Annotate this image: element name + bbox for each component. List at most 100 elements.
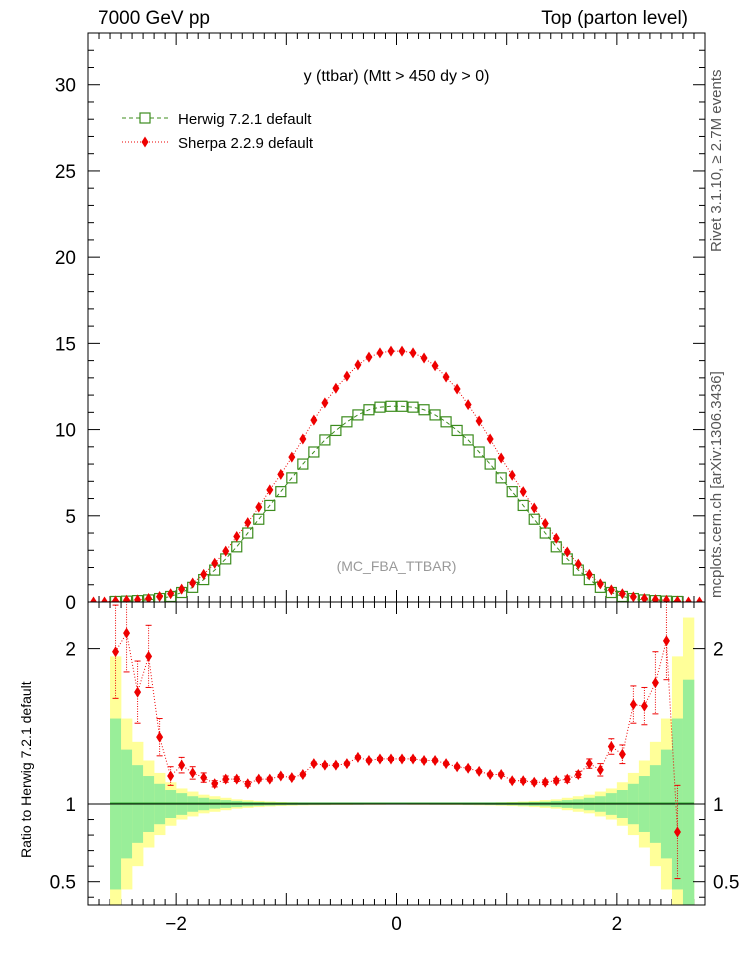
x-tick-label: 0 bbox=[391, 914, 402, 935]
sherpa-ratio-point bbox=[607, 741, 615, 753]
sherpa-ratio-point bbox=[541, 776, 549, 788]
sherpa-ratio-point bbox=[530, 776, 538, 788]
sherpa-point bbox=[332, 382, 340, 394]
main-y-tick-label: 20 bbox=[55, 248, 76, 269]
herwig-point bbox=[462, 434, 474, 446]
sherpa-point bbox=[673, 595, 681, 602]
sherpa-point bbox=[387, 345, 395, 357]
sherpa-ratio-point bbox=[464, 762, 472, 774]
sherpa-ratio-point bbox=[266, 773, 274, 785]
sherpa-point bbox=[343, 370, 351, 382]
ratio-y-tick-label-right: 0.5 bbox=[713, 873, 739, 894]
sherpa-ratio-point bbox=[552, 775, 560, 787]
sherpa-ratio-point bbox=[200, 772, 208, 784]
sherpa-ratio-point bbox=[563, 773, 571, 785]
sherpa-ratio-point bbox=[618, 748, 626, 760]
sherpa-ratio-point bbox=[629, 699, 637, 711]
legend-herwig-marker bbox=[139, 112, 151, 124]
sherpa-point bbox=[376, 347, 384, 359]
sherpa-point bbox=[552, 532, 560, 544]
sherpa-point bbox=[365, 351, 373, 363]
ratio-y-tick-label-left: 0.5 bbox=[50, 873, 76, 894]
sherpa-point bbox=[662, 594, 670, 602]
sherpa-point bbox=[486, 433, 494, 445]
main-y-tick-label: 10 bbox=[55, 421, 76, 442]
sherpa-ratio-point bbox=[453, 761, 461, 773]
herwig-point bbox=[495, 472, 507, 484]
sherpa-ratio-point bbox=[156, 731, 164, 743]
sherpa-ratio-point bbox=[376, 753, 384, 765]
sherpa-ratio-point bbox=[409, 753, 417, 765]
main-y-tick-label: 5 bbox=[65, 507, 76, 528]
ratio-frame bbox=[87, 601, 706, 906]
sherpa-point bbox=[321, 397, 329, 409]
sherpa-point bbox=[90, 596, 98, 602]
sherpa-ratio-point bbox=[343, 758, 351, 770]
ratio-y-tick-label-left: 1 bbox=[65, 795, 76, 816]
herwig-point bbox=[308, 446, 320, 458]
herwig-point bbox=[319, 434, 331, 446]
sherpa-ratio-point bbox=[497, 768, 505, 780]
sherpa-point bbox=[123, 594, 131, 602]
herwig-point bbox=[286, 472, 298, 484]
legend-sherpa-label: Sherpa 2.2.9 default bbox=[178, 135, 314, 152]
sherpa-point bbox=[156, 590, 164, 602]
sherpa-point bbox=[420, 352, 428, 364]
sherpa-ratio-point bbox=[365, 754, 373, 766]
sherpa-ratio-point bbox=[398, 753, 406, 765]
sherpa-ratio-point bbox=[255, 773, 263, 785]
herwig-point bbox=[341, 416, 353, 428]
herwig-point bbox=[363, 404, 375, 416]
sherpa-ratio-point bbox=[233, 773, 241, 785]
sherpa-ratio-point bbox=[431, 754, 439, 766]
sherpa-point bbox=[310, 414, 318, 426]
main-series-group bbox=[90, 345, 703, 602]
sherpa-ratio-point bbox=[486, 768, 494, 780]
watermark-label: (MC_FBA_TTBAR) bbox=[337, 558, 457, 574]
sherpa-point bbox=[464, 399, 472, 411]
sherpa-ratio-point bbox=[145, 650, 153, 662]
sherpa-ratio-point bbox=[332, 759, 340, 771]
sherpa-ratio-point bbox=[222, 773, 230, 785]
sherpa-ratio-point bbox=[321, 759, 329, 771]
sherpa-ratio-point bbox=[585, 758, 593, 770]
inner-band-bin bbox=[682, 679, 695, 905]
legend-herwig-label: Herwig 7.2.1 default bbox=[178, 111, 312, 128]
herwig-point bbox=[385, 400, 397, 412]
sherpa-point bbox=[266, 484, 274, 496]
sherpa-ratio-point bbox=[662, 635, 670, 647]
legend: Herwig 7.2.1 default Sherpa 2.2.9 default bbox=[122, 111, 314, 152]
herwig-point bbox=[429, 409, 441, 421]
herwig-point bbox=[264, 499, 276, 512]
sherpa-ratio-point bbox=[475, 765, 483, 777]
herwig-point bbox=[440, 416, 452, 428]
sherpa-ratio-point bbox=[134, 686, 142, 698]
sherpa-point bbox=[640, 593, 648, 602]
herwig-point bbox=[418, 404, 430, 416]
sherpa-point bbox=[112, 595, 120, 602]
sherpa-ratio-point bbox=[123, 627, 131, 639]
sherpa-point bbox=[475, 415, 483, 427]
sherpa-ratio-point bbox=[178, 759, 186, 771]
herwig-point bbox=[330, 424, 342, 437]
sherpa-point bbox=[563, 546, 571, 558]
herwig-point bbox=[396, 400, 408, 412]
main-y-tick-label: 0 bbox=[65, 593, 76, 614]
sherpa-point bbox=[618, 588, 626, 600]
sherpa-ratio-point bbox=[387, 753, 395, 765]
main-y-tick-label: 30 bbox=[55, 76, 76, 97]
herwig-point bbox=[407, 401, 419, 413]
ratio-y-tick-label-left: 2 bbox=[65, 640, 76, 661]
ratio-group bbox=[88, 602, 705, 905]
sherpa-point bbox=[585, 568, 593, 580]
sherpa-point bbox=[145, 593, 153, 602]
ratio-y-tick-label-right: 1 bbox=[713, 795, 724, 816]
sherpa-ratio-point bbox=[112, 646, 120, 658]
main-y-tick-label: 15 bbox=[55, 334, 76, 355]
herwig-point bbox=[297, 458, 309, 470]
sherpa-ratio-point bbox=[442, 758, 450, 770]
sherpa-point bbox=[497, 452, 505, 464]
sherpa-ratio-point bbox=[651, 677, 659, 689]
herwig-point bbox=[451, 424, 463, 437]
sherpa-ratio-point bbox=[299, 768, 307, 780]
